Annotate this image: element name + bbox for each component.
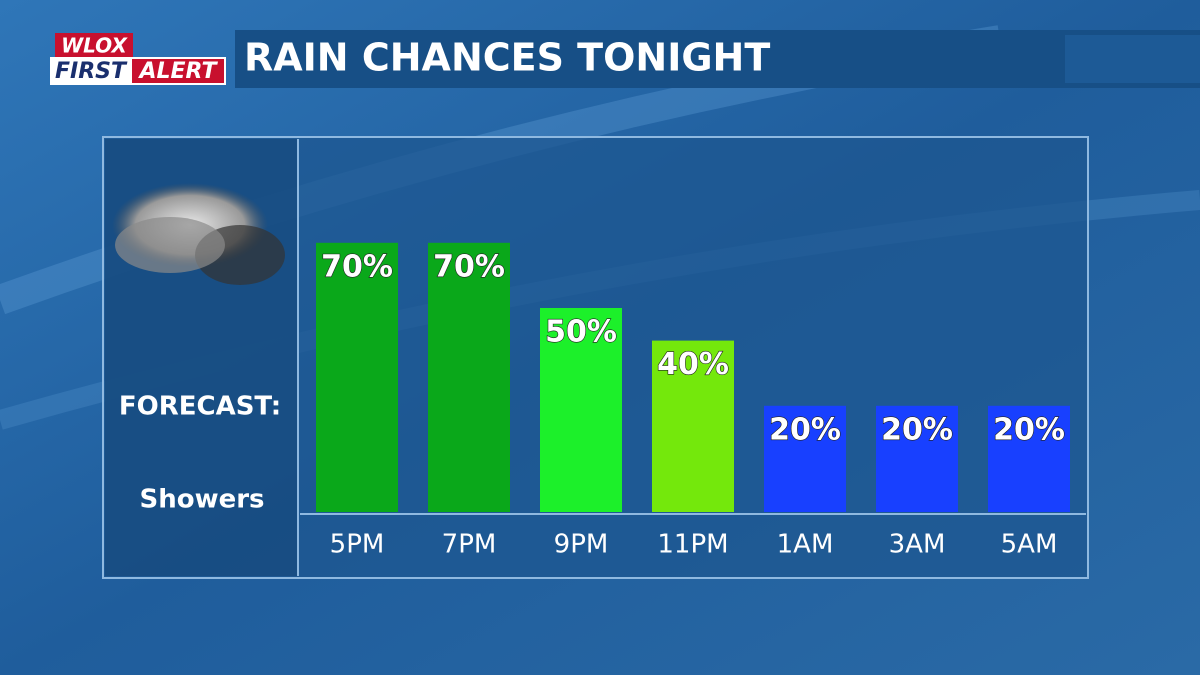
value-label: 20% bbox=[769, 412, 841, 447]
title-bar-accent bbox=[1065, 35, 1200, 83]
logo-left: FIRST bbox=[55, 59, 128, 84]
x-tick-label: 11PM bbox=[657, 530, 728, 560]
value-label: 50% bbox=[545, 315, 617, 350]
title-bar bbox=[235, 30, 1200, 88]
value-label: 20% bbox=[993, 412, 1065, 447]
bar bbox=[652, 340, 734, 512]
bar bbox=[988, 405, 1070, 512]
logo-right-bg bbox=[132, 59, 224, 83]
forecast-label: FORECAST: bbox=[119, 392, 281, 422]
x-tick-label: 5PM bbox=[330, 530, 385, 560]
logo-right: ALERT bbox=[137, 59, 218, 84]
x-tick-label: 7PM bbox=[442, 530, 497, 560]
x-tick-label: 3AM bbox=[889, 530, 946, 560]
value-label: 40% bbox=[657, 347, 729, 382]
x-tick-label: 5AM bbox=[1001, 530, 1058, 560]
weather-icon bbox=[112, 183, 285, 285]
bar bbox=[876, 405, 958, 512]
value-label: 20% bbox=[881, 412, 953, 447]
x-tick-label: 9PM bbox=[554, 530, 609, 560]
value-label: 70% bbox=[433, 249, 505, 284]
chart-title: RAIN CHANCES TONIGHT bbox=[244, 36, 770, 80]
logo-top-bg bbox=[55, 33, 133, 59]
bar bbox=[764, 405, 846, 512]
bar bbox=[428, 242, 510, 513]
x-tick-label: 1AM bbox=[777, 530, 834, 560]
bar bbox=[540, 308, 622, 512]
value-label: 70% bbox=[321, 249, 393, 284]
logo-top: WLOX bbox=[61, 34, 128, 58]
forecast-text: Showers bbox=[139, 485, 264, 515]
bar bbox=[316, 242, 398, 513]
